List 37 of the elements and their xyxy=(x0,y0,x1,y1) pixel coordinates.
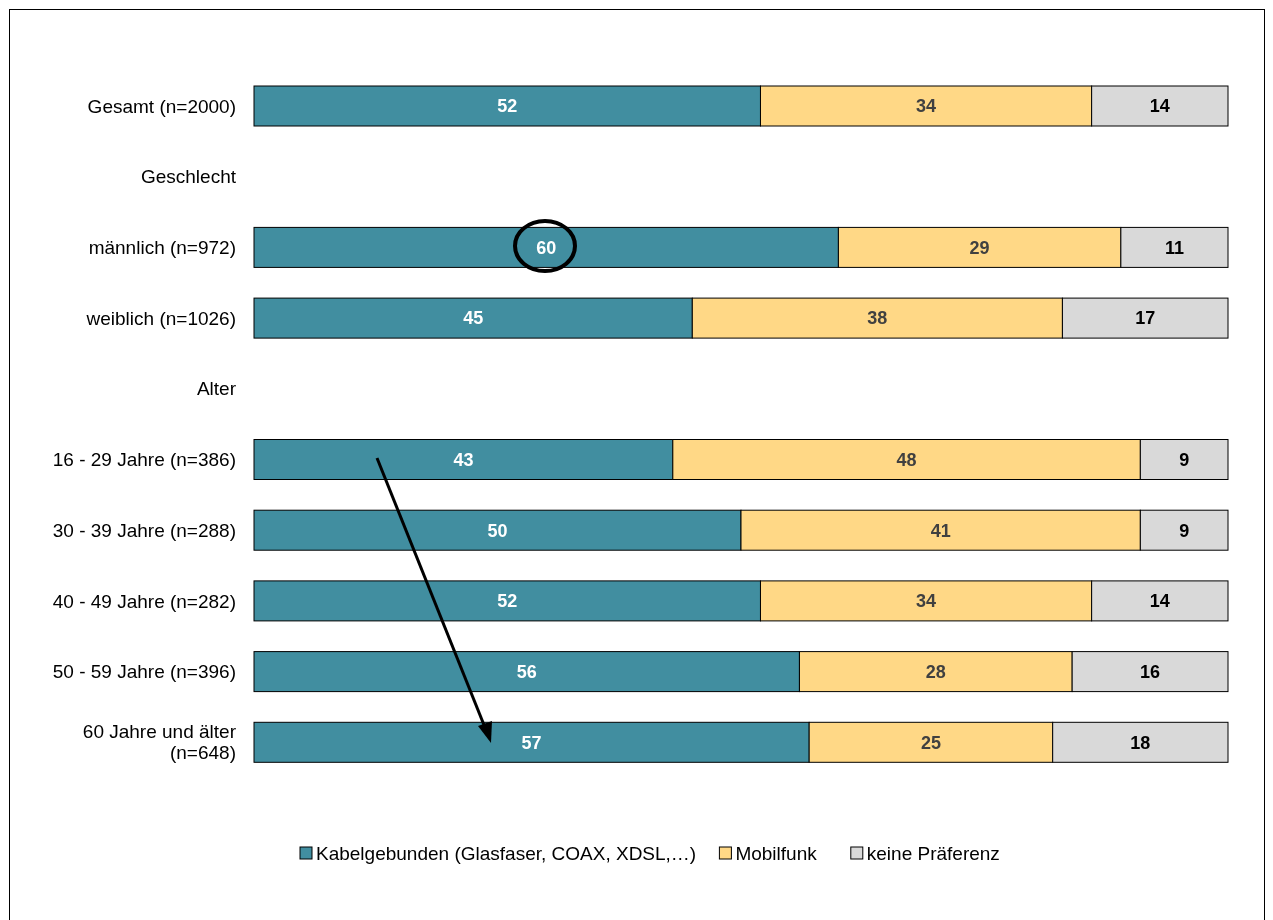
y-tick-label: Alter xyxy=(196,378,237,400)
data-label: 56 xyxy=(516,661,537,682)
data-label: 43 xyxy=(453,449,474,470)
y-tick-label: weiblich (n=1026) xyxy=(85,307,236,329)
data-label: 60 xyxy=(536,237,557,258)
y-tick-label: 30 - 39 Jahre (n=288) xyxy=(52,519,236,541)
y-tick-label: männlich (n=972) xyxy=(88,237,236,259)
y-tick-label: Geschlecht xyxy=(140,166,237,188)
data-label: 16 xyxy=(1140,661,1161,682)
data-label: 52 xyxy=(497,591,518,612)
data-label: 18 xyxy=(1130,732,1151,753)
legend-label: Kabelgebunden (Glasfaser, COAX, XDSL,…) xyxy=(316,842,697,864)
data-label: 45 xyxy=(463,308,484,329)
data-label: 34 xyxy=(916,591,937,612)
y-tick-label: 60 Jahre und älter (n=648) xyxy=(82,721,237,764)
y-tick-label: 50 - 59 Jahre (n=396) xyxy=(52,661,236,683)
data-label: 17 xyxy=(1135,308,1156,329)
data-label: 50 xyxy=(487,520,508,541)
data-label: 38 xyxy=(867,308,888,329)
data-label: 34 xyxy=(916,96,937,117)
data-label: 14 xyxy=(1149,591,1170,612)
y-tick-label: 16 - 29 Jahre (n=386) xyxy=(52,449,236,471)
y-tick-label: 40 - 49 Jahre (n=282) xyxy=(52,590,236,612)
data-label: 14 xyxy=(1149,96,1170,117)
y-tick-label: Gesamt (n=2000) xyxy=(87,95,236,117)
data-label: 11 xyxy=(1164,237,1184,258)
data-label: 25 xyxy=(920,732,941,753)
data-label: 9 xyxy=(1179,520,1190,541)
data-label: 28 xyxy=(925,661,946,682)
legend-label: Mobilfunk xyxy=(735,842,818,864)
data-label: 9 xyxy=(1179,449,1190,470)
legend-label: keine Präferenz xyxy=(866,842,1000,864)
data-label: 29 xyxy=(969,237,990,258)
data-label: 48 xyxy=(896,449,917,470)
data-label: 41 xyxy=(930,520,951,541)
data-label: 57 xyxy=(521,732,542,753)
data-label: 52 xyxy=(497,96,518,117)
